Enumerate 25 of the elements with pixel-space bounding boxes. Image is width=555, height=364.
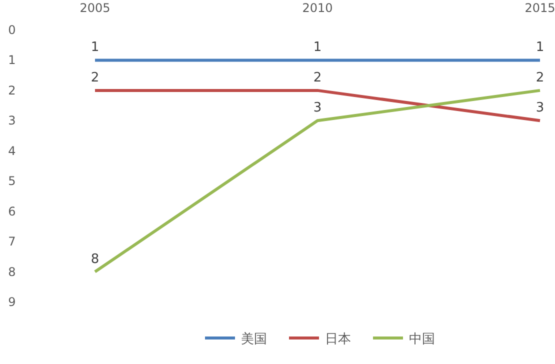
y-tick-label: 2 bbox=[8, 83, 16, 98]
y-tick-label: 8 bbox=[8, 264, 16, 279]
data-label: 3 bbox=[313, 100, 322, 116]
data-label: 1 bbox=[90, 40, 100, 56]
data-label: 1 bbox=[313, 40, 322, 56]
legend-label: 中国 bbox=[409, 332, 435, 347]
legend-label: 日本 bbox=[325, 332, 351, 347]
y-tick-label: 0 bbox=[8, 23, 16, 37]
y-tick-label: 1 bbox=[8, 53, 16, 68]
y-tick-label: 6 bbox=[8, 204, 16, 218]
data-label: 8 bbox=[90, 252, 100, 267]
y-tick-label: 9 bbox=[8, 295, 16, 309]
data-label: 2 bbox=[536, 70, 544, 86]
data-label: 2 bbox=[313, 70, 322, 86]
legend-label: 美国 bbox=[241, 331, 267, 347]
y-tick-label: 5 bbox=[8, 174, 16, 188]
x-tick-label: 2010 bbox=[302, 1, 333, 15]
y-tick-label: 4 bbox=[8, 144, 16, 158]
x-tick-label: 2005 bbox=[80, 1, 110, 15]
data-label: 3 bbox=[536, 100, 544, 116]
y-tick-label: 7 bbox=[8, 234, 16, 249]
y-tick-label: 3 bbox=[8, 114, 16, 128]
x-tick-label: 2015 bbox=[524, 1, 555, 15]
data-label: 1 bbox=[536, 40, 544, 56]
data-label: 2 bbox=[90, 70, 100, 86]
